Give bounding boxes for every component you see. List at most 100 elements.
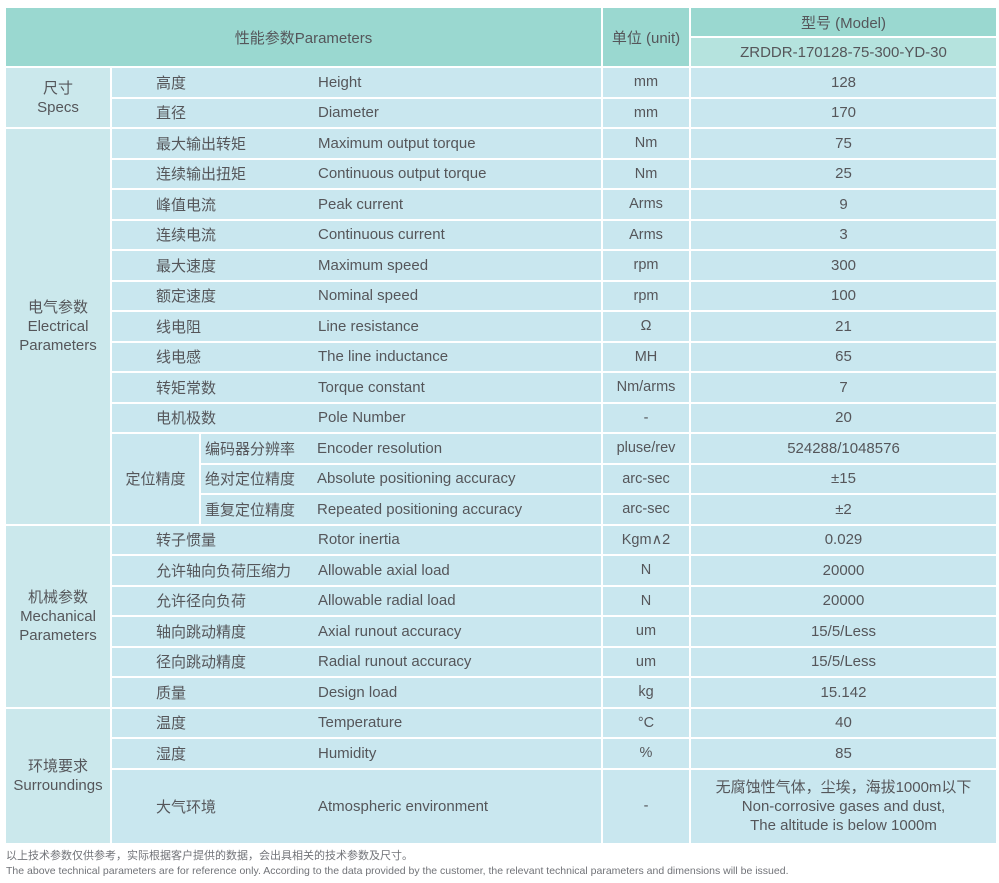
param-label-en: Line resistance [318,317,419,335]
param-label-zh: 径向跳动精度 [156,654,247,672]
param-label-zh: 温度 [156,715,187,733]
value-cell: 65 [691,342,996,371]
param-label-en: Repeated positioning accuracy [317,500,523,518]
param-cell: 峰值电流 Peak current [112,190,601,219]
param-cell: 转子惯量 Rotor inertia [112,525,601,554]
param-label-zh: 连续电流 [156,227,217,245]
unit-cell: °C [603,708,689,737]
param-label-zh: 连续输出扭矩 [156,166,247,184]
spec-table: 性能参数Parameters 单位 (unit) 型号 (Model) ZRDD… [6,8,996,843]
param-cell: 湿度 Humidity [112,739,601,768]
value-cell: 9 [691,190,996,219]
param-label-en: Design load [318,683,398,701]
param-cell: 轴向跳动精度 Axial runout accuracy [112,617,601,646]
unit-cell: um [603,617,689,646]
footer-note-en: The above technical parameters are for r… [6,864,789,877]
param-label-en: Atmospheric environment [318,797,489,815]
param-label-en: The line inductance [318,348,449,366]
value-cell: ±15 [691,464,996,493]
value-cell: 无腐蚀性气体，尘埃，海拔1000m以下 Non-corrosive gases … [691,769,996,843]
param-cell: 重复定位精度 Repeated positioning accuracy [201,495,601,524]
unit-cell: - [603,769,689,843]
section-label-cell: 电气参数 Electrical Parameters [6,129,110,524]
section-label-cell: 机械参数 Mechanical Parameters [6,525,110,707]
param-label-en: Peak current [318,195,404,213]
param-label-zh: 峰值电流 [156,196,217,214]
value-cell: 20000 [691,586,996,615]
unit-cell: mm [603,98,689,127]
section-label-en: Electrical Parameters [19,317,97,354]
unit-cell: Ω [603,312,689,341]
unit-cell: arc-sec [603,495,689,524]
param-cell: 允许轴向负荷压缩力 Allowable axial load [112,556,601,585]
param-label-en: Encoder resolution [317,439,443,457]
value-cell: 3 [691,220,996,249]
unit-cell: Nm [603,129,689,158]
unit-cell: rpm [603,281,689,310]
section-label-zh: 环境要求 [27,757,88,775]
value-cell: 15.142 [691,678,996,707]
value-cell: 15/5/Less [691,617,996,646]
unit-cell: Nm/arms [603,373,689,402]
header-model-value-cell: ZRDDR-170128-75-300-YD-30 [691,38,996,66]
param-label-en: Allowable radial load [318,592,456,610]
section-label-en: Mechanical Parameters [19,607,97,644]
param-cell: 编码器分辨率 Encoder resolution [201,434,601,463]
param-cell: 径向跳动精度 Radial runout accuracy [112,647,601,676]
unit-cell: Arms [603,190,689,219]
param-cell: 大气环境 Atmospheric environment [112,769,601,843]
param-label-zh: 允许轴向负荷压缩力 [156,562,292,580]
param-cell: 额定速度 Nominal speed [112,281,601,310]
param-label-zh: 额定速度 [156,288,217,306]
value-cell: 7 [691,373,996,402]
value-cell: 40 [691,708,996,737]
param-cell: 允许径向负荷 Allowable radial load [112,586,601,615]
param-label-en: Humidity [318,744,377,762]
param-label-en: Allowable axial load [318,561,450,579]
unit-cell: Nm [603,159,689,188]
footer-note: 以上技术参数仅供参考，实际根据客户提供的数据，会出具相关的技术参数及尺寸。 Th… [6,849,996,879]
section-label-cell: 环境要求 Surroundings [6,708,110,843]
param-label-en: Height [318,73,362,91]
param-label-zh: 编码器分辨率 [205,440,296,458]
header-unit-cell: 单位 (unit) [603,8,689,66]
param-cell: 温度 Temperature [112,708,601,737]
param-label-zh: 电机极数 [156,410,217,428]
unit-cell: N [603,586,689,615]
value-cell: 15/5/Less [691,647,996,676]
param-label-zh: 线电感 [156,349,202,367]
value-cell: 0.029 [691,525,996,554]
unit-cell: kg [603,678,689,707]
param-label-zh: 质量 [156,684,187,702]
param-cell: 转矩常数 Torque constant [112,373,601,402]
unit-cell: % [603,739,689,768]
unit-cell: - [603,403,689,432]
param-label-en: Maximum speed [318,256,429,274]
param-label-zh: 绝对定位精度 [205,471,296,489]
param-label-en: Diameter [318,104,379,122]
value-cell: 20000 [691,556,996,585]
param-label-en: Continuous current [318,226,445,244]
value-cell: ±2 [691,495,996,524]
param-label-zh: 高度 [156,74,187,92]
param-label-en: Continuous output torque [318,165,487,183]
unit-cell: mm [603,68,689,97]
param-label-en: Temperature [318,714,403,732]
value-cell: 20 [691,403,996,432]
unit-cell: MH [603,342,689,371]
param-label-zh: 转子惯量 [156,532,217,550]
param-label-en: Axial runout accuracy [318,622,462,640]
param-cell: 线电感 The line inductance [112,342,601,371]
param-cell: 连续输出扭矩 Continuous output torque [112,159,601,188]
group-label-cell: 定位精度 [112,434,199,524]
unit-cell: um [603,647,689,676]
unit-cell: arc-sec [603,464,689,493]
param-label-zh: 重复定位精度 [205,501,296,519]
param-label-en: Pole Number [318,409,406,427]
param-cell: 高度 Height [112,68,601,97]
param-cell: 直径 Diameter [112,98,601,127]
value-cell: 128 [691,68,996,97]
param-cell: 最大输出转矩 Maximum output torque [112,129,601,158]
param-cell: 连续电流 Continuous current [112,220,601,249]
param-label-en: Radial runout accuracy [318,653,472,671]
